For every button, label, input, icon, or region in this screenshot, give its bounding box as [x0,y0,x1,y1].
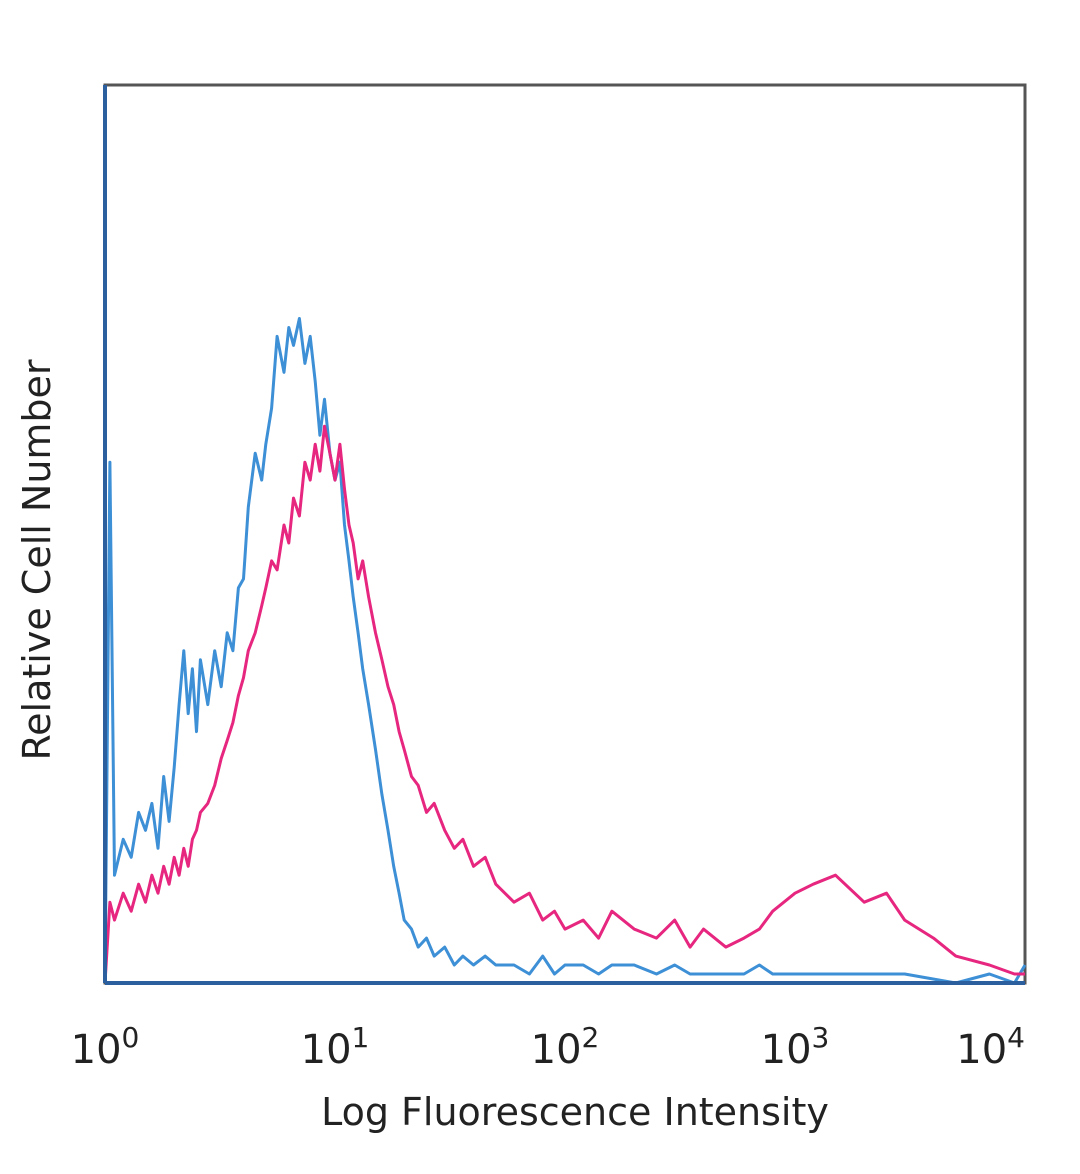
y-axis-label: Relative Cell Number [15,359,59,760]
x-tick-label: 100 [71,1021,140,1073]
histogram-series-1 [103,317,1027,985]
x-tick-label: 101 [301,1021,370,1073]
x-tick-label: 102 [531,1021,600,1073]
x-tick-label: 104 [956,1021,1025,1073]
plot-frame [103,83,1027,985]
series-layer [103,317,1027,985]
histogram-series-2 [103,424,1025,984]
x-tick-labels: 100 101 102 103 104 [71,1021,1025,1073]
x-axis-label: Log Fluorescence Intensity [321,1090,829,1134]
x-tick-label: 103 [761,1021,830,1073]
